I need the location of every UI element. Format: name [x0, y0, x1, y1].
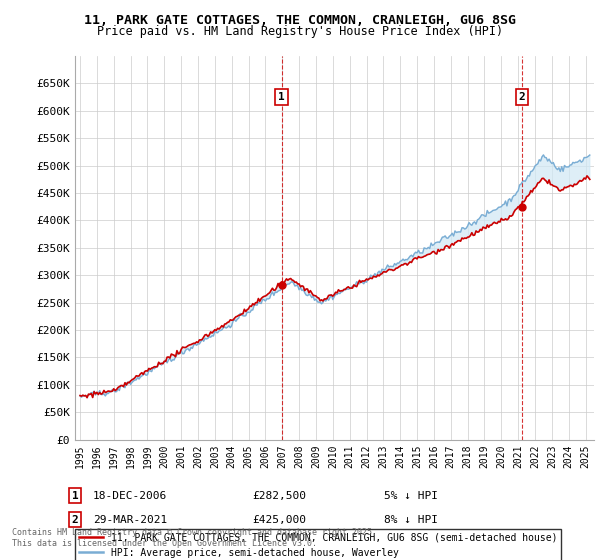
Text: 1: 1 [278, 92, 285, 102]
Text: 29-MAR-2021: 29-MAR-2021 [93, 515, 167, 525]
Text: £425,000: £425,000 [252, 515, 306, 525]
Text: 18-DEC-2006: 18-DEC-2006 [93, 491, 167, 501]
Legend: 11, PARK GATE COTTAGES, THE COMMON, CRANLEIGH, GU6 8SG (semi-detached house), HP: 11, PARK GATE COTTAGES, THE COMMON, CRAN… [74, 529, 561, 560]
Text: 11, PARK GATE COTTAGES, THE COMMON, CRANLEIGH, GU6 8SG: 11, PARK GATE COTTAGES, THE COMMON, CRAN… [84, 14, 516, 27]
Text: Contains HM Land Registry data © Crown copyright and database right 2025.
This d: Contains HM Land Registry data © Crown c… [12, 528, 377, 548]
Text: 1: 1 [71, 491, 79, 501]
Text: 5% ↓ HPI: 5% ↓ HPI [384, 491, 438, 501]
Text: 2: 2 [519, 92, 526, 102]
Text: £282,500: £282,500 [252, 491, 306, 501]
Text: 8% ↓ HPI: 8% ↓ HPI [384, 515, 438, 525]
Text: 2: 2 [71, 515, 79, 525]
Text: Price paid vs. HM Land Registry's House Price Index (HPI): Price paid vs. HM Land Registry's House … [97, 25, 503, 38]
